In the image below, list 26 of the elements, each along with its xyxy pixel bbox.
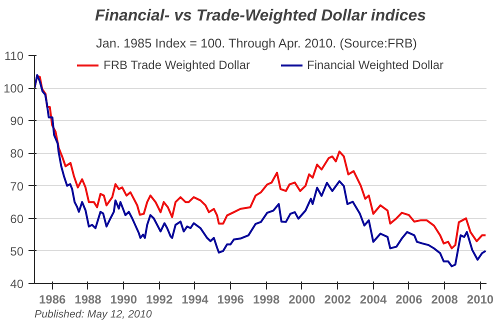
- legend-label: FRB Trade Weighted Dollar: [103, 58, 250, 72]
- x-tick-label: 2008: [431, 292, 458, 306]
- y-tick-label: 60: [10, 212, 24, 226]
- x-tick-label: 1992: [146, 292, 173, 306]
- y-tick-label: 80: [10, 146, 24, 161]
- x-tick-label: 2000: [288, 292, 316, 306]
- x-tick-label: 1998: [252, 292, 280, 306]
- y-tick-label: 40: [10, 277, 24, 291]
- y-tick-label: 70: [10, 179, 24, 194]
- y-tick-label: 110: [4, 49, 24, 63]
- y-tick-label: 90: [10, 114, 24, 128]
- x-tick-label: 1986: [38, 292, 66, 306]
- x-tick-label: 2004: [360, 292, 387, 306]
- x-tick-label: 1990: [110, 292, 138, 306]
- legend-label: Financial Weighted Dollar: [307, 58, 444, 72]
- x-tick-label: 2006: [396, 292, 423, 306]
- y-tick-label: 50: [10, 244, 24, 258]
- x-tick-label: 1996: [217, 292, 244, 306]
- x-tick-label: 1988: [74, 292, 102, 306]
- x-tick-label: 2010: [466, 292, 494, 306]
- y-tick-label: 100: [3, 82, 24, 96]
- chart-subtitle: Jan. 1985 Index = 100. Through Apr. 2010. (Source:FRB): [96, 36, 417, 50]
- chart-title: Financial- vs Trade-Weighted Dollar indices: [94, 8, 426, 24]
- x-tick-label: 2002: [324, 292, 352, 306]
- x-tick-label: 1994: [182, 292, 209, 306]
- text: Published: May 12, 2010: [34, 308, 152, 320]
